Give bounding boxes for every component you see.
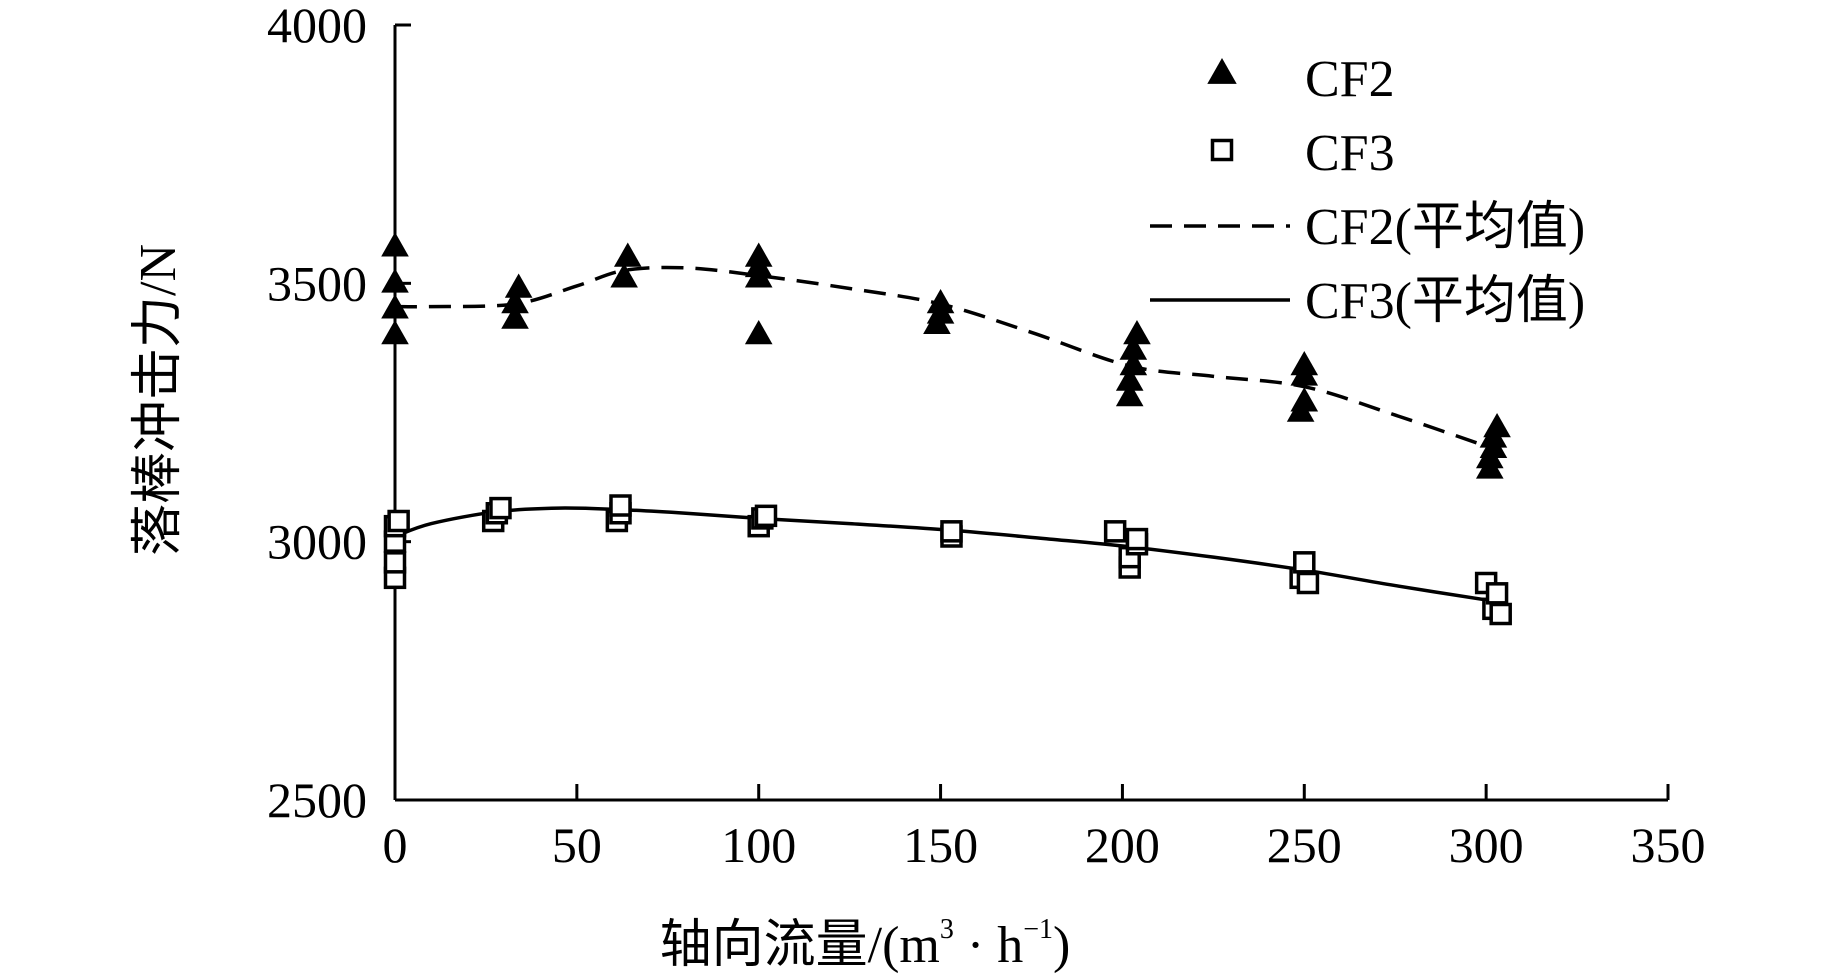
cf2-point <box>501 289 529 314</box>
legend-cf3-marker <box>1210 138 1234 162</box>
y-axis-title: 落棒冲击力/N <box>130 244 187 556</box>
x-tick-label: 350 <box>1631 817 1706 873</box>
x-axis-title: 轴向流量/(m3 · h−1) <box>660 914 1071 974</box>
cf2-point <box>1123 320 1151 345</box>
cf3-point <box>754 504 778 528</box>
cf3-point <box>940 520 963 543</box>
cf2-point <box>744 242 773 267</box>
x-axis-title-mid: · h <box>954 917 1023 974</box>
cf2-point <box>504 273 533 298</box>
legend-label: CF3 <box>1305 125 1395 182</box>
cf3-point <box>1489 602 1512 626</box>
cf3-point <box>1103 520 1127 543</box>
y-tick-label: 2500 <box>267 772 367 828</box>
legend-label: CF3(平均值) <box>1305 273 1585 330</box>
data-markers <box>381 232 1512 626</box>
x-tick-label: 50 <box>552 817 602 873</box>
legend: CF2 CF3 CF2(平均值) CF3(平均值) <box>1150 51 1585 330</box>
cf3-point <box>1293 551 1316 574</box>
cf2-point <box>381 268 409 293</box>
x-tick-label: 300 <box>1449 817 1524 873</box>
cf2-point <box>613 242 642 267</box>
x-tick-label: 100 <box>721 817 796 873</box>
cf2-point <box>610 263 638 288</box>
cf2-point <box>501 304 529 329</box>
cf2-point <box>1290 351 1319 376</box>
cf3-point <box>383 551 407 574</box>
x-tick-label: 150 <box>903 817 978 873</box>
x-tick-label: 200 <box>1085 817 1160 873</box>
cf2-point <box>1119 335 1148 360</box>
x-axis-title-sup2: −1 <box>1023 914 1053 945</box>
cf2-point <box>381 232 409 257</box>
legend-label: CF2 <box>1305 51 1395 108</box>
y-tick-label: 3500 <box>267 255 367 311</box>
x-axis-title-end: ) <box>1053 917 1070 974</box>
cf3-point <box>609 494 632 517</box>
cf2-point <box>381 320 409 345</box>
x-axis-title-sup1: 3 <box>940 914 954 945</box>
cf2-point <box>1115 382 1144 407</box>
cf3-point <box>1485 582 1509 605</box>
x-axis-title-main: 轴向流量/(m <box>660 917 940 974</box>
y-tick-label: 4000 <box>267 0 367 53</box>
cf2-point <box>1119 351 1148 376</box>
cf3-point <box>387 509 410 533</box>
axes: 0 50 100 150 200 250 300 350 2500 3000 3500 4000 <box>267 0 1706 873</box>
x-tick-label: 0 <box>383 817 408 873</box>
x-tick-label: 250 <box>1267 817 1342 873</box>
cf2-point <box>744 320 773 345</box>
y-tick-label: 3000 <box>267 514 367 570</box>
cf3-point <box>1296 571 1320 595</box>
cf2-point <box>381 294 409 319</box>
legend-label: CF2(平均值) <box>1305 199 1585 256</box>
cf2-point <box>1483 413 1511 438</box>
cf2-point <box>926 289 955 314</box>
cf2-point <box>1115 366 1144 391</box>
cf2-point <box>1290 387 1319 412</box>
cf3-point <box>489 496 512 520</box>
cf3-point <box>1125 527 1149 551</box>
legend-cf2-marker <box>1207 58 1237 84</box>
